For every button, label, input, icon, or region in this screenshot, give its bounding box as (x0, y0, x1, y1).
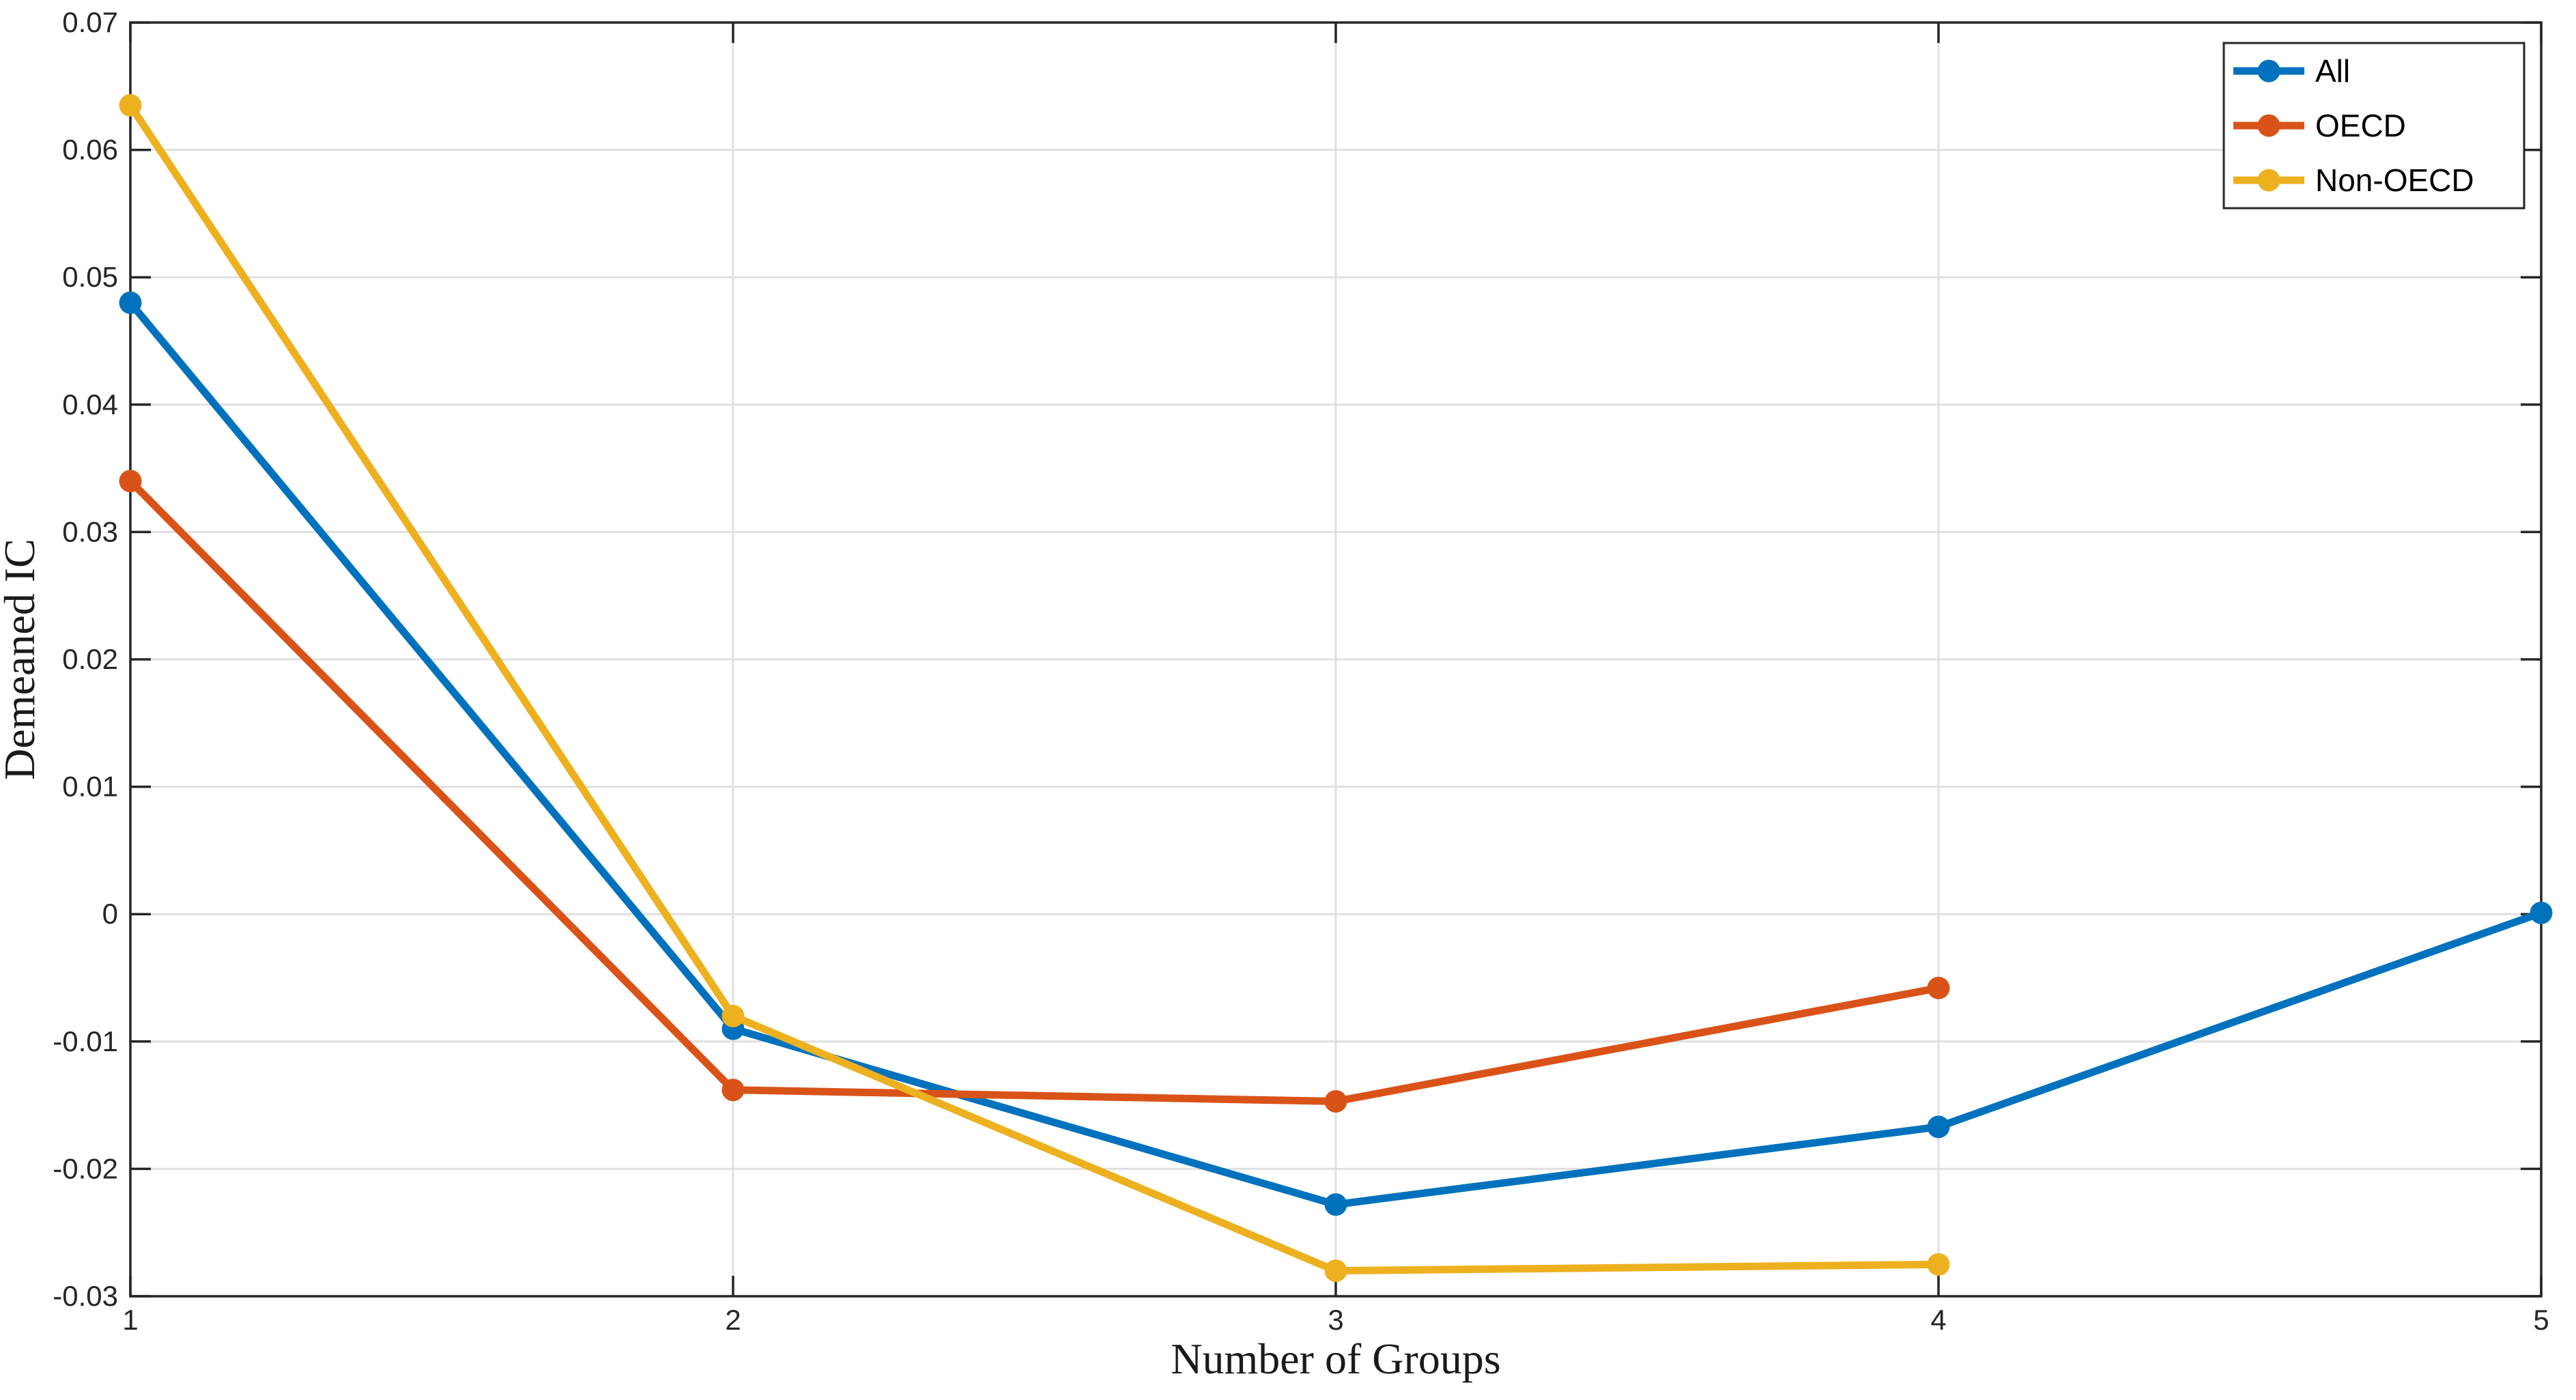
data-point-marker (1927, 976, 1950, 999)
y-tick-label: 0.06 (62, 134, 118, 166)
legend-entry-label: Non-OECD (2315, 162, 2474, 198)
legend: All OECD Non-OECD (2222, 42, 2525, 210)
y-tick-label: -0.03 (53, 1280, 118, 1312)
legend-marker (2257, 169, 2280, 192)
data-point-marker (2530, 901, 2553, 924)
series-layer (119, 94, 2553, 1283)
y-tick-label: 0.03 (62, 515, 118, 547)
x-tick-label: 4 (1930, 1304, 1946, 1336)
data-point-marker (1324, 1193, 1347, 1216)
data-point-marker (119, 94, 142, 117)
y-tick-label: -0.02 (53, 1152, 118, 1184)
grid-layer (130, 23, 2541, 1296)
data-point-marker (721, 1004, 745, 1027)
data-point-marker (1927, 1115, 1950, 1139)
y-axis-label: Demeaned IC (0, 539, 44, 780)
x-tick-label: 3 (1328, 1304, 1343, 1336)
series-line (127, 103, 1939, 1275)
data-point-marker (1927, 1253, 1950, 1276)
y-tick-label: 0.07 (62, 6, 118, 38)
x-tick-label: 5 (2533, 1304, 2549, 1336)
tick-layer (129, 21, 2543, 1298)
x-tick-label: 2 (725, 1304, 741, 1336)
y-tick-label: 0.02 (62, 643, 118, 675)
y-tick-label: -0.01 (53, 1025, 118, 1057)
series-oecd (119, 470, 1950, 1113)
legend-entry-label: OECD (2315, 108, 2406, 143)
legend-entry-label: All (2315, 53, 2350, 89)
data-point-marker (1324, 1259, 1347, 1283)
data-point-marker (119, 291, 142, 315)
x-axis-label: Number of Groups (1171, 1334, 1500, 1383)
series-non-oecd (119, 94, 1950, 1283)
legend-marker (2257, 114, 2280, 137)
x-tick-label: 1 (122, 1304, 138, 1336)
y-tick-label: 0 (102, 898, 118, 930)
data-point-marker (1324, 1090, 1347, 1113)
legend-marker (2257, 59, 2280, 83)
tick-label-layer: 1 2 3 4 5 -0.03 -0.02 -0.01 0 0.01 0.02 0.03 0.04 0.0… (53, 6, 2549, 1336)
data-point-marker (721, 1078, 745, 1102)
series-line (128, 478, 1940, 1106)
y-tick-label: 0.04 (62, 388, 118, 420)
y-tick-label: 0.01 (62, 771, 118, 803)
data-point-marker (119, 470, 142, 493)
y-tick-label: 0.05 (62, 261, 118, 293)
